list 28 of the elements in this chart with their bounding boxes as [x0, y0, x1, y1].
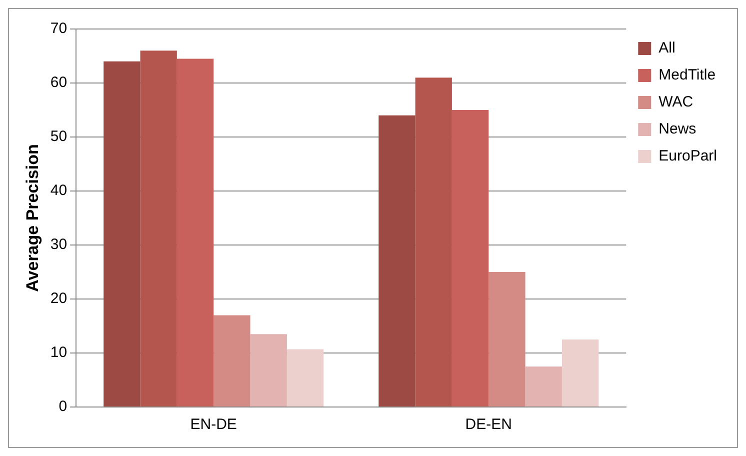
bar — [488, 272, 526, 406]
legend-label: All — [658, 40, 676, 57]
legend-label: News — [658, 120, 696, 138]
bar — [214, 315, 250, 406]
y-tick-label: 60 — [50, 74, 68, 92]
y-tick-label: 40 — [50, 182, 68, 200]
legend-label: MedTitle — [658, 66, 716, 84]
bar — [562, 340, 599, 406]
y-tick-label: 20 — [50, 290, 68, 308]
legend-label: EuroParl — [658, 148, 717, 165]
y-tick-label: 10 — [50, 344, 68, 362]
bar — [452, 110, 489, 406]
y-tick-label: 0 — [58, 398, 68, 416]
bar — [286, 349, 324, 406]
x-tick-label: DE-EN — [465, 416, 512, 434]
y-tick-label: 50 — [50, 128, 68, 146]
y-axis-title: Average Precision — [22, 144, 42, 292]
bar — [140, 50, 177, 406]
bar — [415, 78, 452, 406]
y-tick-label: 30 — [50, 236, 68, 254]
bar — [176, 58, 214, 406]
bar — [378, 115, 416, 406]
bar — [250, 334, 287, 406]
y-tick-label: 70 — [50, 20, 68, 38]
x-tick-label: EN-DE — [190, 416, 237, 434]
bar — [104, 61, 140, 406]
bar — [525, 366, 562, 406]
legend-label: WAC — [658, 94, 694, 111]
